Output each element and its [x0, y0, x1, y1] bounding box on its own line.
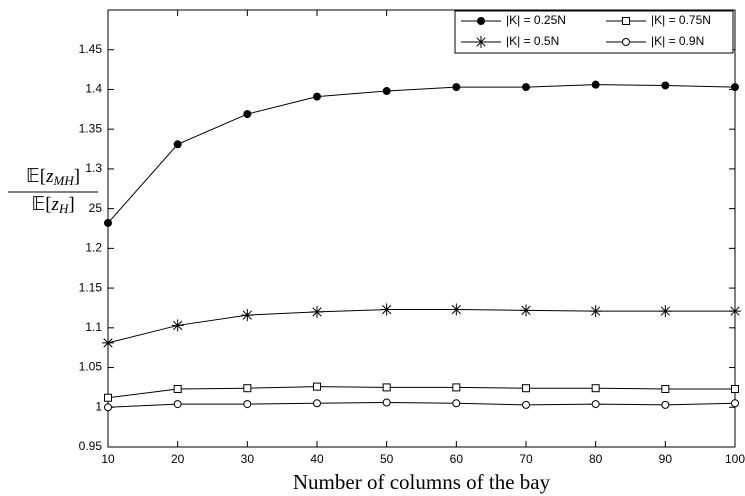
x-axis-label: Number of columns of the bay — [293, 470, 551, 494]
y-axis-label: 𝔼[zH] — [31, 194, 74, 216]
data-point — [659, 305, 672, 318]
series-line — [107, 402, 736, 408]
data-point — [243, 400, 252, 409]
x-tick-label: 50 — [380, 452, 394, 466]
y-axis-label-part: ] — [68, 194, 74, 215]
y-axis-label-part: 𝔼[ — [31, 194, 51, 215]
y-tick-label: 0.95 — [79, 439, 103, 453]
y-tick-label: 1.05 — [79, 360, 103, 374]
data-point — [661, 400, 670, 409]
data-point — [452, 83, 461, 92]
y-axis-label-part: 𝔼[ — [26, 166, 46, 187]
y-tick-label: 1.4 — [85, 82, 102, 96]
data-point — [382, 383, 391, 392]
data-point — [661, 81, 670, 90]
x-tick-label: 10 — [101, 452, 115, 466]
data-point — [452, 399, 461, 408]
series-line — [107, 309, 735, 344]
x-tick-label: 20 — [171, 452, 185, 466]
legend-marker — [477, 17, 485, 25]
data-point — [522, 400, 530, 409]
x-tick-label: 30 — [241, 452, 255, 466]
data-point — [589, 305, 602, 318]
x-tick-label: 100 — [725, 452, 745, 466]
data-point — [731, 83, 739, 92]
x-tick-label: 90 — [659, 452, 673, 466]
y-tick-label: 25 — [89, 201, 103, 215]
data-point — [311, 305, 323, 318]
data-point — [450, 303, 463, 316]
data-point — [241, 309, 254, 322]
y-tick-label: 1.3 — [85, 161, 102, 175]
data-point — [380, 303, 393, 316]
y-axis-label: 𝔼[zMH] — [26, 166, 80, 188]
legend-label: |K| = 0.25N — [506, 13, 566, 27]
data-point — [104, 403, 112, 412]
y-tick-label: 1.1 — [85, 320, 102, 334]
data-point — [313, 92, 321, 101]
y-tick-label: 1 — [95, 399, 102, 413]
legend-box — [454, 10, 734, 54]
data-point — [731, 384, 739, 393]
y-axis-label-part: H — [58, 201, 69, 216]
data-point — [452, 383, 461, 392]
x-tick-label: 80 — [589, 452, 603, 466]
data-point — [382, 398, 391, 407]
data-point — [313, 382, 321, 391]
legend-label: |K| = 0.9N — [651, 34, 704, 48]
y-axis-label-part: z — [45, 166, 54, 187]
x-tick-label: 70 — [519, 452, 533, 466]
data-point — [520, 304, 532, 317]
data-point — [731, 399, 739, 408]
y-axis-label-part: MH — [53, 173, 75, 188]
data-point — [171, 319, 184, 332]
data-point — [243, 110, 252, 119]
y-tick-label: 1.15 — [79, 280, 103, 294]
data-point — [243, 384, 252, 393]
y-tick-label: 1.45 — [79, 42, 103, 56]
data-point — [104, 218, 112, 227]
data-point — [522, 83, 530, 92]
data-point — [102, 336, 114, 349]
data-point — [173, 384, 182, 393]
y-axis-label-part: ] — [74, 166, 80, 187]
data-point — [382, 87, 391, 96]
data-point — [591, 80, 600, 89]
series-line — [107, 84, 736, 224]
y-tick-label: 1.35 — [79, 121, 103, 135]
legend-marker — [622, 38, 630, 46]
data-point — [591, 384, 600, 393]
x-tick-label: 60 — [450, 452, 464, 466]
legend-marker — [475, 36, 487, 48]
data-point — [173, 400, 182, 409]
data-point — [522, 384, 530, 393]
data-point — [661, 384, 670, 393]
data-point — [591, 400, 600, 409]
legend-label: |K| = 0.75N — [651, 13, 711, 27]
series-line — [107, 386, 735, 399]
legend-marker — [622, 17, 630, 25]
legend-label: |K| = 0.5N — [506, 34, 559, 48]
data-point — [313, 399, 321, 408]
x-tick-label: 40 — [310, 452, 324, 466]
axes-box — [107, 9, 736, 448]
data-point — [104, 393, 112, 402]
data-point — [173, 140, 182, 149]
y-tick-label: 1.2 — [85, 241, 102, 255]
y-axis-label-part: z — [51, 194, 60, 215]
data-point — [729, 305, 741, 318]
